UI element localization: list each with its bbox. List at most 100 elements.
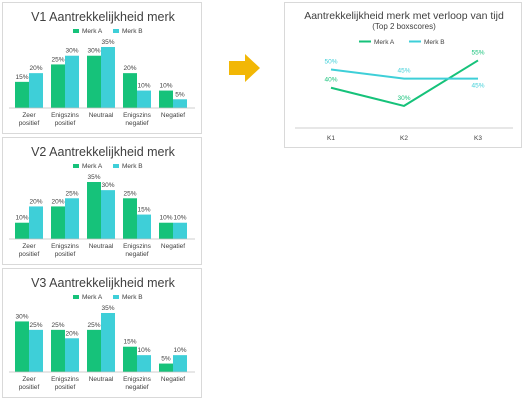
bar [15,321,29,372]
bar [173,355,187,372]
bar [123,198,137,239]
data-label: 50% [324,59,337,66]
data-label: 15% [137,207,150,214]
category-label: Negatief [161,112,185,119]
category-label: Negatief [161,376,185,383]
data-label: 25% [29,322,42,329]
category-label: Enigszins positief [51,243,80,258]
data-label: 10% [159,83,172,90]
data-label: 30% [397,95,410,102]
data-label: 10% [137,347,150,354]
bar [159,222,173,239]
chart-title: V3 Aantrekkelijkheid merk [31,276,176,290]
bar [159,363,173,372]
bar-chart-panel-v3: V3 Aantrekkelijkheid merk Merk A Merk B 30%… [2,268,202,398]
data-label: 25% [123,190,136,197]
bar [123,346,137,372]
data-label: 10% [137,83,150,90]
data-label: 40% [324,77,337,84]
data-label: 30% [101,182,114,189]
legend-swatch [113,29,119,33]
bar-chart-v2: V2 Aantrekkelijkheid merk Merk A Merk B 10%… [9,145,195,258]
legend-swatch [73,29,79,33]
data-label: 15% [15,74,28,81]
bar [65,198,79,239]
data-label: 35% [101,39,114,46]
series-line [330,68,478,80]
bar [173,222,187,239]
chart-title: V2 Aantrekkelijkheid merk [31,145,176,159]
bar [15,222,29,239]
x-tick-label: K2 [400,135,408,142]
legend-label: Merk B [424,39,445,46]
bar [29,206,43,239]
category-label: Enigszins negatief [123,376,152,391]
category-label: Enigszins positief [51,112,80,127]
bar [173,99,187,108]
legend-swatch [113,295,119,299]
bar [29,329,43,372]
data-label: 30% [65,48,78,55]
category-label: Neutraal [89,243,114,250]
data-label: 30% [87,48,100,55]
data-label: 25% [87,322,100,329]
data-label: 15% [123,339,136,346]
chart-title: Aantrekkelijkheid merk met verloop van t… [304,10,504,22]
data-label: 25% [65,190,78,197]
data-label: 20% [29,198,42,205]
bar [29,73,43,108]
right-arrow-icon [229,54,260,82]
data-label: 55% [471,49,484,56]
bar [101,190,115,239]
bar [137,90,151,108]
category-label: Zeer positief [19,243,40,258]
data-label: 35% [101,305,114,312]
category-label: Enigszins negatief [123,243,152,258]
bar [65,55,79,108]
category-label: Neutraal [89,376,114,383]
legend-label: Merk A [374,39,395,46]
legend-label: Merk A [82,163,103,170]
data-label: 5% [175,91,185,98]
series-line [330,59,479,107]
data-label: 30% [15,313,28,320]
data-label: 20% [65,330,78,337]
bar [51,206,65,239]
category-label: Negatief [161,243,185,250]
data-label: 10% [159,215,172,222]
bar [101,47,115,108]
bar [51,329,65,372]
data-label: 35% [87,174,100,181]
category-label: Enigszins positief [51,376,80,391]
category-label: Neutraal [89,112,114,119]
chart-subtitle: (Top 2 boxscores) [372,22,436,31]
data-label: 45% [397,68,410,75]
bar [87,182,101,239]
bar-chart-panel-v1: V1 Aantrekkelijkheid merk Merk A Merk B 15%… [2,2,202,134]
legend-swatch [113,164,119,168]
category-label: Zeer positief [19,112,40,127]
data-label: 5% [161,356,171,363]
legend-label: Merk B [122,28,143,35]
legend-swatch [73,295,79,299]
legend-swatch [73,164,79,168]
bar [87,55,101,108]
bar [101,313,115,372]
line-chart-over-time: Aantrekkelijkheid merk met verloop van t… [295,10,513,142]
data-label: 20% [123,65,136,72]
data-label: 45% [471,83,484,90]
data-label: 20% [51,198,64,205]
x-tick-label: K3 [474,135,482,142]
legend-label: Merk A [82,294,103,301]
data-label: 25% [51,56,64,63]
bar-chart-v3: V3 Aantrekkelijkheid merk Merk A Merk B 30%… [9,276,195,391]
bar-chart-panel-v2: V2 Aantrekkelijkheid merk Merk A Merk B 10%… [2,137,202,265]
legend-label: Merk A [82,28,103,35]
data-label: 10% [173,347,186,354]
data-label: 20% [29,65,42,72]
legend-label: Merk B [122,294,143,301]
bar [137,355,151,372]
chart-title: V1 Aantrekkelijkheid merk [31,10,176,24]
bar [87,329,101,372]
x-tick-label: K1 [327,135,335,142]
